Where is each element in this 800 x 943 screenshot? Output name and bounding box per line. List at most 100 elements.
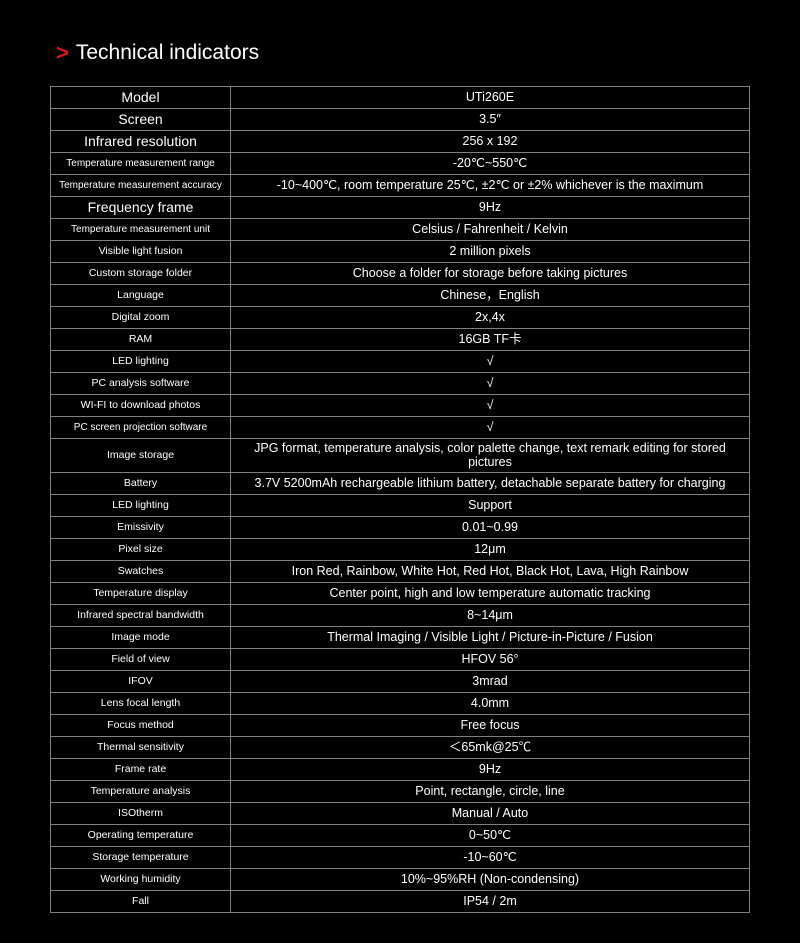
table-row: Battery3.7V 5200mAh rechargeable lithium… <box>51 472 750 494</box>
table-row: Temperature measurement unitCelsius / Fa… <box>51 219 750 241</box>
table-row: Emissivity0.01~0.99 <box>51 516 750 538</box>
spec-label: Temperature measurement range <box>51 153 231 175</box>
table-row: Temperature displayCenter point, high an… <box>51 582 750 604</box>
spec-value: -20℃~550℃ <box>231 153 750 175</box>
table-row: Operating temperature0~50℃ <box>51 824 750 846</box>
table-row: Thermal sensitivity＜65mk@25℃ <box>51 736 750 758</box>
table-row: ModelUTi260E <box>51 87 750 109</box>
spec-value: Celsius / Fahrenheit / Kelvin <box>231 219 750 241</box>
table-row: SwatchesIron Red, Rainbow, White Hot, Re… <box>51 560 750 582</box>
table-row: Visible light fusion2 million pixels <box>51 241 750 263</box>
spec-label: RAM <box>51 329 231 351</box>
table-row: Field of viewHFOV 56° <box>51 648 750 670</box>
spec-value: 3.7V 5200mAh rechargeable lithium batter… <box>231 472 750 494</box>
spec-value: 256 x 192 <box>231 131 750 153</box>
spec-value: 9Hz <box>231 197 750 219</box>
spec-value: Free focus <box>231 714 750 736</box>
spec-label: LED lighting <box>51 494 231 516</box>
spec-value: Center point, high and low temperature a… <box>231 582 750 604</box>
spec-label: Visible light fusion <box>51 241 231 263</box>
table-row: ISOthermManual / Auto <box>51 802 750 824</box>
table-row: LED lightingSupport <box>51 494 750 516</box>
spec-value: Choose a folder for storage before takin… <box>231 263 750 285</box>
table-row: PC analysis software√ <box>51 373 750 395</box>
table-row: Frame rate9Hz <box>51 758 750 780</box>
table-row: Temperature measurement accuracy-10~400℃… <box>51 175 750 197</box>
table-row: Infrared spectral bandwidth8~14μm <box>51 604 750 626</box>
spec-label: Temperature measurement unit <box>51 219 231 241</box>
spec-value: HFOV 56° <box>231 648 750 670</box>
spec-value: Chinese，English <box>231 285 750 307</box>
spec-value: 2x,4x <box>231 307 750 329</box>
table-row: WI-FI to download photos√ <box>51 395 750 417</box>
spec-label: Field of view <box>51 648 231 670</box>
spec-value: Point, rectangle, circle, line <box>231 780 750 802</box>
spec-value: IP54 / 2m <box>231 890 750 912</box>
table-row: Image modeThermal Imaging / Visible Ligh… <box>51 626 750 648</box>
table-row: Infrared resolution256 x 192 <box>51 131 750 153</box>
spec-label: Fall <box>51 890 231 912</box>
spec-value: -10~400℃, room temperature 25℃, ±2℃ or ±… <box>231 175 750 197</box>
spec-label: Operating temperature <box>51 824 231 846</box>
spec-label: ISOtherm <box>51 802 231 824</box>
spec-label: Frame rate <box>51 758 231 780</box>
table-row: Storage temperature-10~60℃ <box>51 846 750 868</box>
table-row: PC screen projection software√ <box>51 417 750 439</box>
table-row: FallIP54 / 2m <box>51 890 750 912</box>
spec-container: > Technical indicators ModelUTi260EScree… <box>0 0 800 943</box>
spec-value: Support <box>231 494 750 516</box>
spec-value: Thermal Imaging / Visible Light / Pictur… <box>231 626 750 648</box>
spec-label: Emissivity <box>51 516 231 538</box>
spec-label: Temperature measurement accuracy <box>51 175 231 197</box>
table-row: RAM16GB TF卡 <box>51 329 750 351</box>
spec-label: Storage temperature <box>51 846 231 868</box>
table-row: Focus methodFree focus <box>51 714 750 736</box>
spec-label: Temperature display <box>51 582 231 604</box>
spec-label: IFOV <box>51 670 231 692</box>
spec-label: Frequency frame <box>51 197 231 219</box>
table-row: Frequency frame9Hz <box>51 197 750 219</box>
spec-label: Thermal sensitivity <box>51 736 231 758</box>
table-row: IFOV3mrad <box>51 670 750 692</box>
spec-value: √ <box>231 351 750 373</box>
spec-value: 0~50℃ <box>231 824 750 846</box>
section-header: > Technical indicators <box>50 40 750 66</box>
table-row: Pixel size12μm <box>51 538 750 560</box>
spec-label: Working humidity <box>51 868 231 890</box>
spec-value: -10~60℃ <box>231 846 750 868</box>
table-row: LanguageChinese，English <box>51 285 750 307</box>
spec-value: Iron Red, Rainbow, White Hot, Red Hot, B… <box>231 560 750 582</box>
table-row: Screen3.5″ <box>51 109 750 131</box>
spec-label: Digital zoom <box>51 307 231 329</box>
spec-label: Lens focal length <box>51 692 231 714</box>
spec-label: Infrared resolution <box>51 131 231 153</box>
spec-label: PC analysis software <box>51 373 231 395</box>
spec-label: Focus method <box>51 714 231 736</box>
spec-value: 8~14μm <box>231 604 750 626</box>
spec-value: 4.0mm <box>231 692 750 714</box>
spec-value: 3mrad <box>231 670 750 692</box>
spec-label: Pixel size <box>51 538 231 560</box>
spec-label: Screen <box>51 109 231 131</box>
spec-label: LED lighting <box>51 351 231 373</box>
table-row: LED lighting√ <box>51 351 750 373</box>
spec-label: Image storage <box>51 439 231 473</box>
spec-label: Infrared spectral bandwidth <box>51 604 231 626</box>
spec-label: Model <box>51 87 231 109</box>
spec-value: ＜65mk@25℃ <box>231 736 750 758</box>
spec-value: 12μm <box>231 538 750 560</box>
table-row: Working humidity10%~95%RH (Non-condensin… <box>51 868 750 890</box>
spec-label: Temperature analysis <box>51 780 231 802</box>
spec-label: PC screen projection software <box>51 417 231 439</box>
spec-value: 10%~95%RH (Non-condensing) <box>231 868 750 890</box>
chevron-icon: > <box>56 40 66 66</box>
spec-value: UTi260E <box>231 87 750 109</box>
spec-value: Manual / Auto <box>231 802 750 824</box>
spec-label: Battery <box>51 472 231 494</box>
spec-value: 2 million pixels <box>231 241 750 263</box>
spec-label: WI-FI to download photos <box>51 395 231 417</box>
spec-value: √ <box>231 373 750 395</box>
spec-label: Image mode <box>51 626 231 648</box>
table-row: Custom storage folderChoose a folder for… <box>51 263 750 285</box>
spec-label: Swatches <box>51 560 231 582</box>
